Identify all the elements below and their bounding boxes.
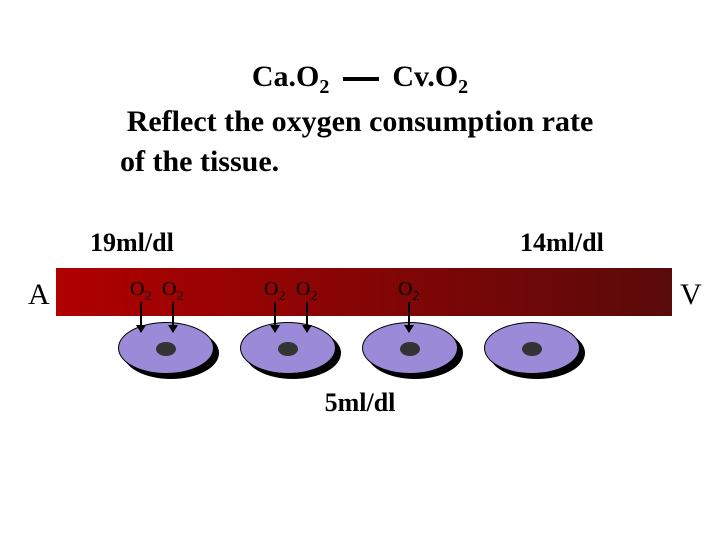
o2-label: O2 — [296, 278, 317, 305]
cell-nucleus — [156, 342, 176, 356]
formula-right-sub: 2 — [458, 76, 468, 98]
arterial-value: 19ml/dl — [90, 228, 174, 258]
formula-left-sub: 2 — [319, 76, 329, 98]
o2-label: O2 — [162, 278, 183, 305]
formula-left: Ca.O — [252, 60, 320, 93]
down-arrow-icon — [140, 302, 142, 332]
o2-label: O2 — [398, 278, 419, 305]
arterial-letter: A — [28, 278, 50, 312]
formula-title: Ca.O2 Cv.O2 — [0, 60, 720, 99]
minus-icon — [343, 77, 379, 81]
cell-nucleus — [400, 342, 420, 356]
cell-nucleus — [522, 342, 542, 356]
title-line-3: of the tissue. — [0, 145, 720, 179]
formula-right: Cv.O — [392, 60, 458, 93]
down-arrow-icon — [408, 302, 410, 332]
title-line-2: Reflect the oxygen consumption rate — [0, 105, 720, 139]
down-arrow-icon — [172, 302, 174, 332]
o2-label: O2 — [264, 278, 285, 305]
venous-value: 14ml/dl — [520, 228, 604, 258]
down-arrow-icon — [306, 302, 308, 332]
cell-nucleus — [278, 342, 298, 356]
consumption-value: 5ml/dl — [0, 388, 720, 418]
down-arrow-icon — [274, 302, 276, 332]
o2-label: O2 — [130, 278, 151, 305]
venous-letter: V — [680, 278, 702, 312]
